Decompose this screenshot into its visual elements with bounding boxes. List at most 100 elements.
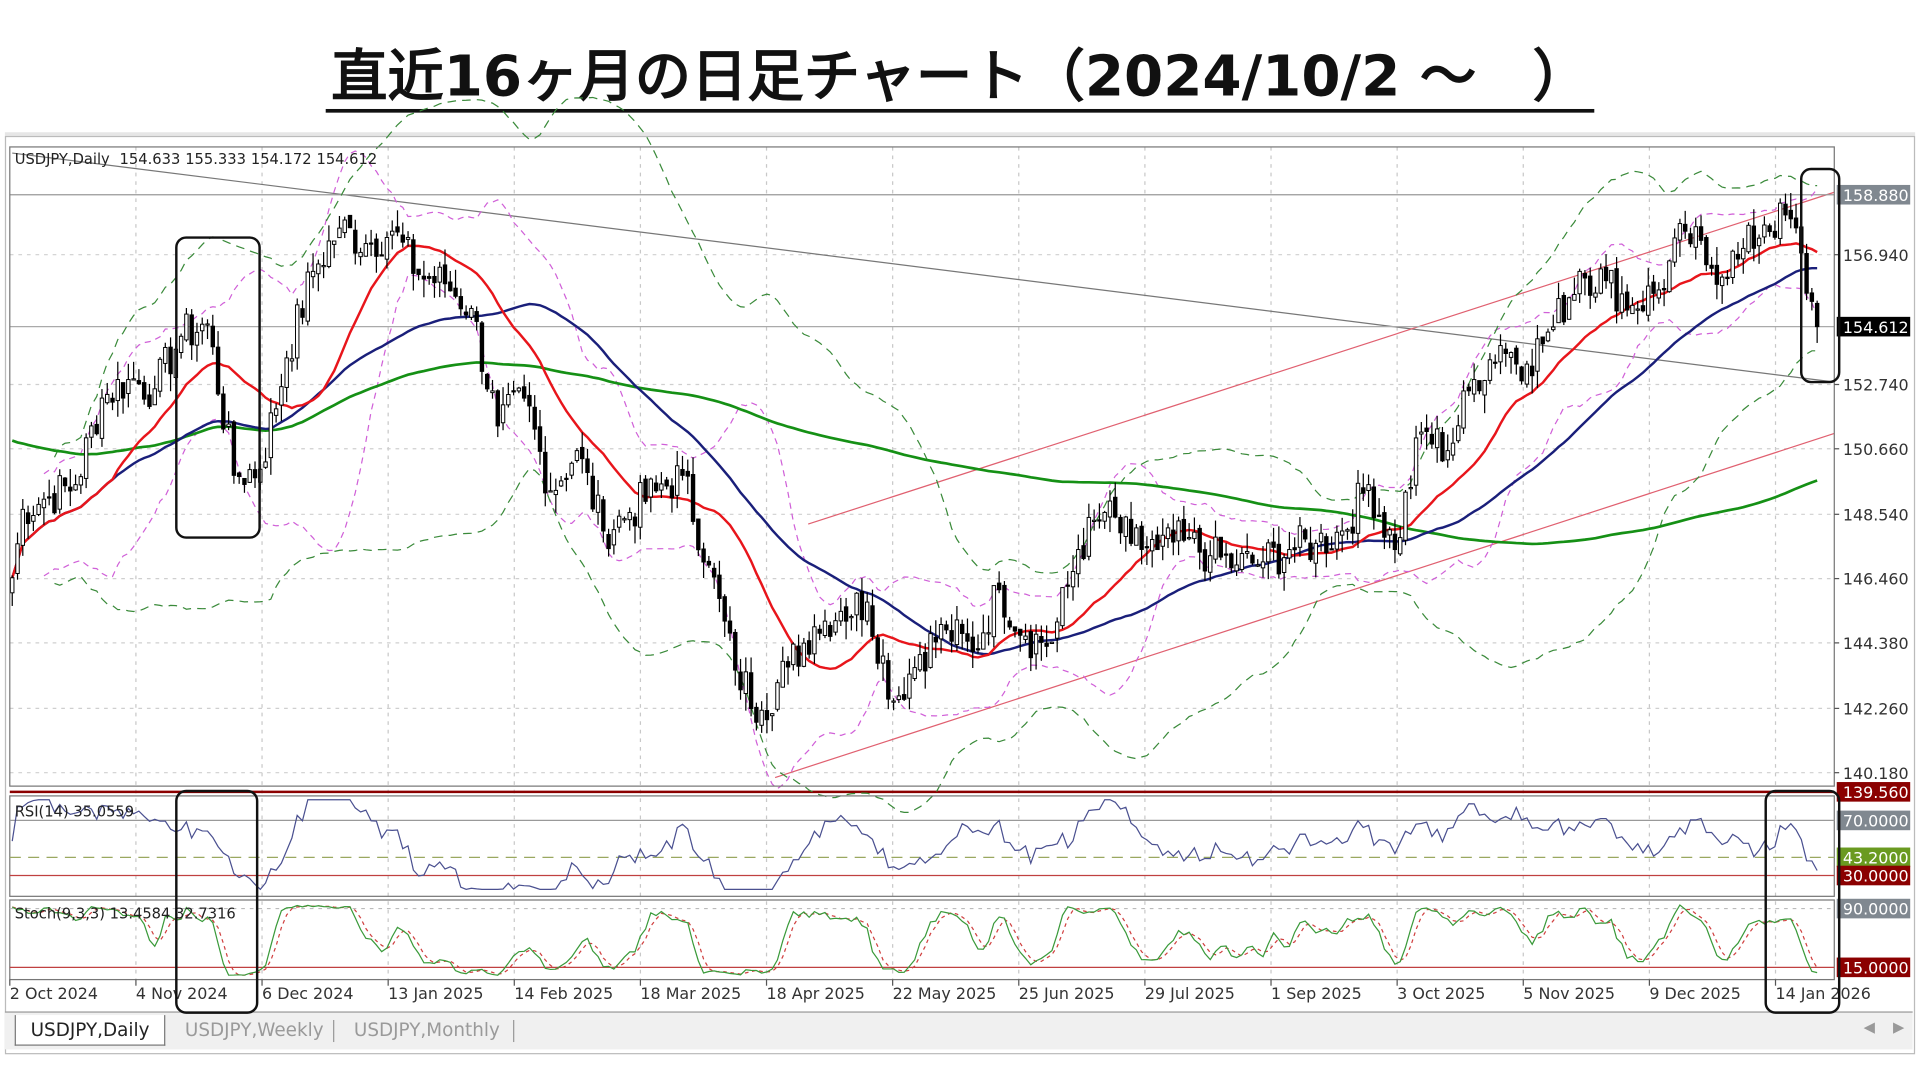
rsi-line (11, 799, 1818, 891)
scroll-left-icon[interactable]: ◀ (1863, 1018, 1875, 1036)
tab-weekly[interactable]: USDJPY,Weekly (184, 1018, 324, 1041)
candle-body (432, 275, 437, 284)
candle-body (1714, 264, 1720, 285)
candle (1213, 520, 1218, 564)
candle-body (912, 667, 917, 679)
candle-body (157, 358, 163, 392)
candle-body (685, 470, 690, 477)
candle-body (1007, 620, 1012, 628)
candle-body (1271, 541, 1276, 548)
candle (268, 398, 274, 475)
candle-body (1044, 642, 1049, 647)
candle (479, 320, 485, 385)
candle (384, 231, 390, 269)
candle (701, 542, 706, 579)
candle-body (1677, 223, 1683, 241)
candle-body (875, 637, 880, 664)
candle (1382, 506, 1387, 550)
candle-body (1408, 487, 1413, 490)
candle-body (68, 486, 73, 492)
scroll-right-icon[interactable]: ▶ (1893, 1018, 1905, 1036)
candle (1176, 516, 1181, 556)
candle (1661, 279, 1667, 307)
candle (448, 270, 453, 292)
candle (659, 472, 664, 499)
candle-body (981, 632, 986, 650)
candle (163, 342, 168, 373)
candle-body (421, 275, 427, 280)
candle (1524, 360, 1530, 388)
tab-daily[interactable]: USDJPY,Daily (14, 1015, 166, 1046)
candle-body (1398, 537, 1403, 555)
candle (733, 629, 738, 686)
chart-window[interactable] (4, 135, 1916, 1055)
candle (273, 403, 279, 423)
candle (849, 614, 854, 631)
candle (727, 606, 733, 641)
candle-body (1308, 542, 1313, 561)
candle-body (78, 476, 84, 486)
candle (1493, 354, 1498, 369)
candle-body (1097, 519, 1102, 522)
tab-separator (513, 1020, 515, 1043)
candle-body (812, 626, 817, 655)
candle-body (1683, 223, 1688, 232)
candle-body (938, 624, 944, 640)
rsi-level-label-bg (1836, 847, 1911, 868)
candle (1033, 624, 1039, 670)
candle (316, 259, 321, 292)
candle-body (368, 242, 374, 245)
candle (1387, 526, 1392, 549)
candle-body (616, 515, 622, 528)
candle (564, 473, 569, 492)
candle-body (949, 630, 954, 642)
candle-body (1060, 587, 1065, 627)
candle-body (405, 236, 411, 240)
candle-body (696, 518, 701, 551)
candle (1730, 249, 1735, 284)
candle-body (817, 628, 822, 634)
candle (1804, 243, 1809, 301)
candle (891, 698, 896, 711)
candle (78, 473, 84, 494)
rsi-label: RSI(14) 35.0559 (15, 804, 134, 821)
candle-body (1551, 326, 1556, 331)
candle (1630, 297, 1635, 315)
candle-body (996, 582, 1002, 591)
candle-body (395, 226, 400, 233)
candle-body (733, 631, 738, 671)
candle (1640, 290, 1646, 313)
candle (25, 505, 31, 539)
x-tick-label: 29 Jul 2025 (1145, 984, 1235, 1003)
candle-body (675, 465, 680, 496)
candle (1445, 434, 1450, 468)
candle-body (849, 615, 854, 619)
tab-monthly[interactable]: USDJPY,Monthly (353, 1018, 500, 1041)
candle (1044, 625, 1049, 658)
candle-body (231, 421, 237, 476)
candle (685, 459, 690, 495)
candle (495, 389, 500, 438)
candle (548, 472, 553, 493)
candle-body (1186, 537, 1192, 540)
candle-body (1229, 553, 1234, 569)
candle (1471, 363, 1477, 403)
candle (200, 317, 205, 345)
candle-body (1023, 635, 1028, 640)
candle (395, 210, 400, 237)
candle (105, 382, 110, 405)
candle-body (1371, 486, 1377, 519)
candle (1091, 509, 1097, 531)
candle-body (215, 346, 221, 395)
candle-body (738, 671, 743, 691)
candle (485, 373, 490, 392)
x-tick-label: 18 Mar 2025 (640, 984, 741, 1003)
candle (331, 240, 337, 259)
candle-body (52, 493, 57, 514)
candle-body (1171, 529, 1176, 543)
candle (959, 619, 965, 650)
candle (1260, 546, 1266, 578)
candle-body (1076, 549, 1081, 575)
stoch-level-label: 15.0000 (1843, 958, 1909, 977)
